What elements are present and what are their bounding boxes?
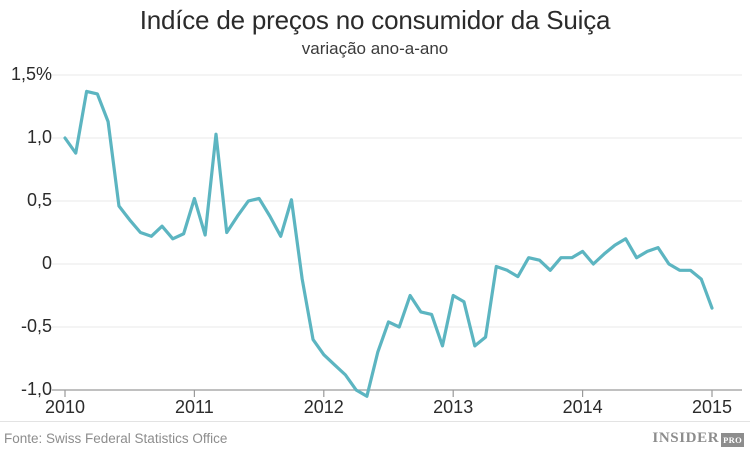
y-axis-tick-label: 1,5%	[10, 64, 52, 84]
y-axis-tick-label: -0,5	[20, 316, 52, 336]
y-axis-tick-label: 0	[41, 253, 52, 273]
footer-divider	[0, 421, 750, 422]
insider-pro-logo: INSIDER PRO	[652, 430, 744, 447]
chart-subtitle: variação ano-a-ano	[301, 39, 449, 58]
x-axis-tick-label: 2010	[44, 397, 86, 417]
x-axis-tick-label: 2013	[433, 397, 474, 417]
y-axis-tick-label: 1,0	[26, 127, 52, 147]
logo-wordmark: INSIDER	[652, 430, 720, 446]
logo-pro-badge: PRO	[721, 432, 744, 447]
x-axis-tick-label: 2011	[175, 397, 214, 417]
chart-title: Indíce de preços no consumidor da Suiça	[139, 5, 611, 35]
y-axis-tick-label: 0,5	[26, 190, 52, 210]
source-note: Fonte: Swiss Federal Statistics Office	[4, 431, 228, 446]
x-axis-tick-label: 2012	[303, 397, 344, 417]
y-axis-tick-label: -1,0	[20, 379, 52, 399]
data-series-line-0	[63, 89, 714, 398]
x-axis-tick-label: 2015	[691, 397, 733, 417]
x-axis-tick-label: 2014	[562, 397, 603, 417]
